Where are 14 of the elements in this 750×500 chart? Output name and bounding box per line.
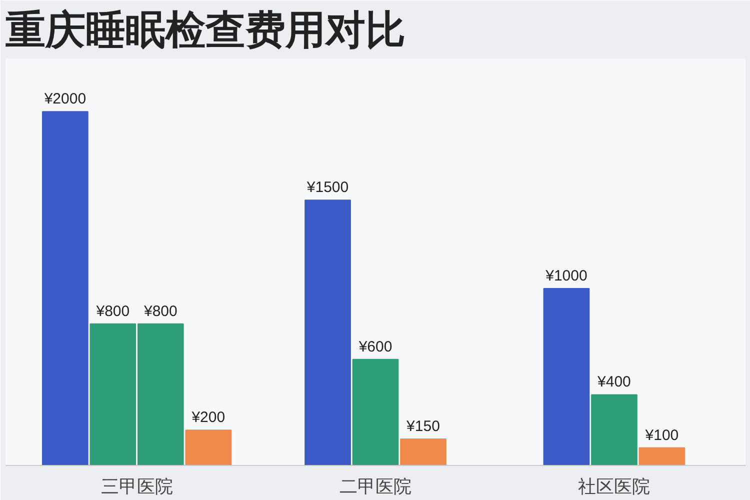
x-tick-label: 社区医院 (578, 476, 650, 498)
data-label: ¥100 (644, 426, 679, 444)
x-tick-label: 三甲医院 (100, 476, 173, 498)
data-label: ¥200 (190, 409, 226, 426)
data-label: ¥1000 (544, 268, 588, 285)
data-label: ¥400 (596, 374, 631, 391)
data-label: ¥600 (358, 338, 392, 356)
data-label: ¥1500 (306, 179, 349, 196)
x-tick-label: 二甲医院 (340, 476, 412, 498)
data-label: ¥150 (406, 418, 440, 435)
chart-title: 重庆睡眠检查费用对比 (6, 8, 406, 54)
data-label: ¥800 (142, 302, 178, 320)
data-label: ¥2000 (43, 90, 86, 108)
data-label: ¥800 (95, 302, 130, 320)
